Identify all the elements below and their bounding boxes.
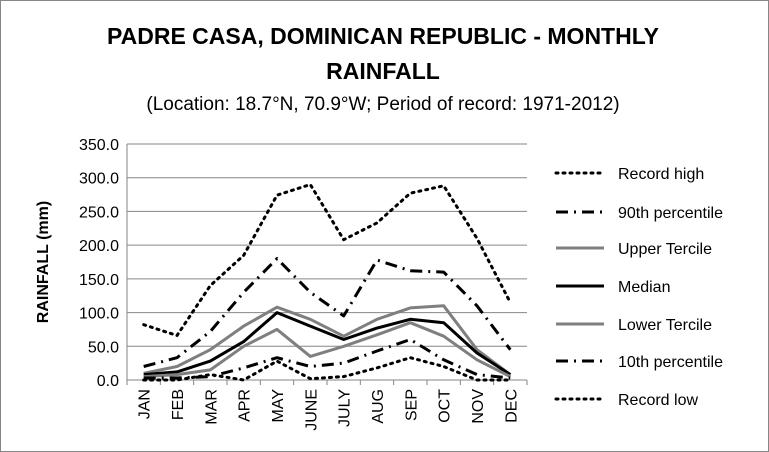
x-tick-label: MAY (270, 389, 287, 423)
series-line-record-high (142, 183, 512, 337)
series-line-90th-percentile (143, 257, 512, 368)
y-axis-label: RAINFALL (mm) (35, 201, 52, 323)
legend: Record high 90th percentile Upper Tercile M… (554, 166, 723, 409)
x-tick-label: AUG (370, 389, 387, 424)
series-line-10th-percentile (143, 338, 511, 380)
x-tick-label: SEP (403, 389, 420, 421)
y-tick-label: 250.0 (79, 204, 119, 221)
x-tick-label: MAR (203, 389, 220, 425)
series-line-record-low (142, 356, 512, 382)
y-tick-label: 200.0 (79, 238, 119, 255)
y-tick-label: 100.0 (79, 306, 119, 323)
chart-title-line-1: PADRE CASA, DOMINICAN REPUBLIC - MONTHLY (107, 23, 659, 49)
series-line-lower-tercile (143, 321, 511, 379)
series-line-upper-tercile (143, 304, 512, 376)
legend-label-median: Median (618, 279, 670, 296)
x-tick-label: FEB (170, 389, 187, 420)
x-tick-label: APR (237, 389, 254, 422)
chart-title-line-2: RAINFALL (326, 58, 440, 84)
x-tick-label: NOV (470, 389, 487, 424)
x-tick-label: JUNE (303, 389, 320, 431)
y-tick-label: 0.0 (97, 373, 119, 390)
y-tick-label: 350.0 (79, 137, 119, 154)
x-tick-label: OCT (437, 389, 454, 423)
x-tick-label: JULY (337, 389, 354, 427)
legend-label-record-low: Record low (618, 392, 698, 409)
series-line-median (143, 311, 512, 377)
plot-area: 0.0 50.0 100.0 150.0 200.0 250.0 300.0 350.0 JAN… (79, 137, 528, 431)
legend-label-upper-tercile: Upper Tercile (618, 241, 712, 258)
legend-label-90th-percentile: 90th percentile (618, 205, 723, 222)
y-tick-label: 300.0 (79, 171, 119, 188)
y-tick-label: 150.0 (79, 272, 119, 289)
x-tick-label: DEC (503, 389, 520, 423)
legend-label-record-high: Record high (618, 166, 704, 183)
legend-label-lower-tercile: Lower Tercile (618, 317, 712, 334)
x-tick-label: JAN (137, 389, 154, 419)
legend-label-10th-percentile: 10th percentile (618, 354, 723, 371)
chart-subtitle: (Location: 18.7°N, 70.9°W; Period of rec… (146, 94, 619, 115)
y-tick-label: 50.0 (88, 339, 119, 356)
